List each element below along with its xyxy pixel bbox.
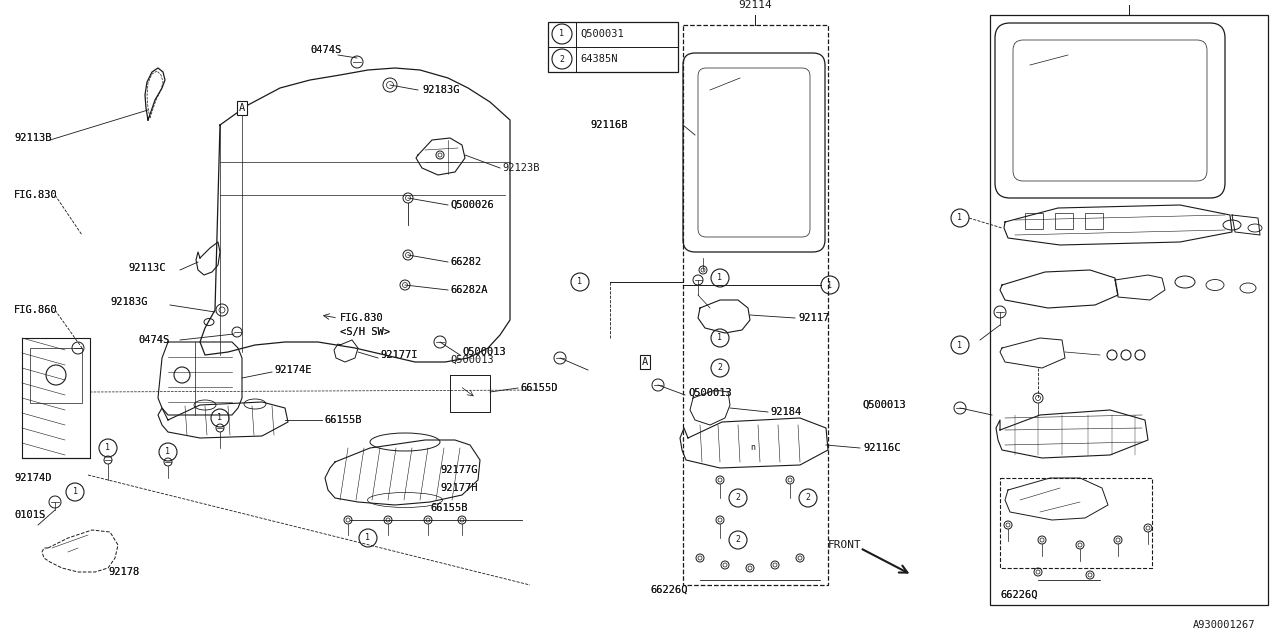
Text: Q500013: Q500013 [689, 388, 732, 398]
Text: n: n [750, 444, 755, 452]
Bar [22, 338, 90, 458]
Text: A: A [239, 103, 246, 113]
Bar [29, 348, 82, 403]
Text: 92184: 92184 [771, 407, 801, 417]
Text: FIG.830: FIG.830 [340, 313, 384, 323]
Text: 92117: 92117 [797, 313, 829, 323]
Text: 92113C: 92113C [128, 263, 165, 273]
Text: 92184: 92184 [771, 407, 801, 417]
Text: 92116B: 92116B [590, 120, 627, 130]
Text: Q500013: Q500013 [689, 388, 732, 398]
Text: 66155D: 66155D [520, 383, 558, 393]
Text: 92177I: 92177I [380, 350, 417, 360]
Text: 92183G: 92183G [422, 85, 460, 95]
Text: A930001267: A930001267 [1193, 620, 1254, 630]
Text: 92177G: 92177G [440, 465, 477, 475]
Text: Q500013: Q500013 [462, 347, 506, 357]
Text: 92113C: 92113C [128, 263, 165, 273]
Text: 1: 1 [718, 333, 722, 342]
Text: 0474S: 0474S [310, 45, 342, 55]
Text: FIG.860: FIG.860 [14, 305, 58, 315]
Text: 66155D: 66155D [520, 383, 558, 393]
Text: Q500026: Q500026 [451, 200, 494, 210]
Text: 2: 2 [736, 536, 741, 545]
Text: 1: 1 [366, 534, 370, 543]
Text: A: A [641, 357, 648, 367]
Text: FRONT: FRONT [828, 540, 861, 550]
Text: 92183G: 92183G [110, 297, 147, 307]
Text: Q500013: Q500013 [462, 347, 506, 357]
Text: 92117: 92117 [797, 313, 829, 323]
Text: 0474S: 0474S [138, 335, 169, 345]
Text: Q500026: Q500026 [451, 200, 494, 210]
Text: 2: 2 [718, 364, 722, 372]
Text: 66155B: 66155B [324, 415, 361, 425]
Text: 92113B: 92113B [14, 133, 51, 143]
Text: Q500013: Q500013 [861, 400, 906, 410]
Text: 92174D: 92174D [14, 473, 51, 483]
Text: 92177I: 92177I [380, 350, 417, 360]
Text: 1: 1 [827, 280, 832, 289]
Text: 66282A: 66282A [451, 285, 488, 295]
Text: FIG.830: FIG.830 [340, 313, 384, 323]
Text: 66226Q: 66226Q [650, 585, 687, 595]
Text: 92113B: 92113B [14, 133, 51, 143]
Text: 92116C: 92116C [863, 443, 901, 453]
Text: 66282A: 66282A [451, 285, 488, 295]
Text: 92116C: 92116C [863, 443, 901, 453]
Text: 66155B: 66155B [324, 415, 361, 425]
Text: 92183G: 92183G [110, 297, 147, 307]
Bar [1085, 213, 1103, 229]
Text: 1: 1 [559, 29, 564, 38]
Text: 66282: 66282 [451, 257, 481, 267]
Text: 2: 2 [559, 54, 564, 63]
Text: 92177H: 92177H [440, 483, 477, 493]
Text: 2: 2 [736, 493, 741, 502]
Bar [1025, 213, 1043, 229]
Bar [989, 15, 1268, 605]
Text: 2: 2 [805, 493, 810, 502]
Text: Q500031: Q500031 [580, 29, 623, 39]
Text: <S/H SW>: <S/H SW> [340, 327, 390, 337]
Text: 1: 1 [957, 214, 963, 223]
Bar [548, 22, 678, 72]
Text: 1: 1 [218, 413, 223, 422]
Bar [684, 25, 828, 585]
Text: FIG.830: FIG.830 [14, 190, 58, 200]
Text: 92174D: 92174D [14, 473, 51, 483]
Text: 0101S: 0101S [14, 510, 45, 520]
Text: 1: 1 [73, 488, 78, 497]
Text: 66226Q: 66226Q [650, 585, 687, 595]
Text: Q500013: Q500013 [861, 400, 906, 410]
Text: 92177H: 92177H [440, 483, 477, 493]
Text: 66282: 66282 [451, 257, 481, 267]
Text: Q500013: Q500013 [451, 355, 494, 365]
Text: 0101S: 0101S [14, 510, 45, 520]
Text: 1: 1 [957, 340, 963, 349]
Text: 92178: 92178 [108, 567, 140, 577]
Text: 64385N: 64385N [580, 54, 617, 64]
Text: FIG.830: FIG.830 [14, 190, 58, 200]
Text: 1: 1 [105, 444, 110, 452]
Text: 66155B: 66155B [430, 503, 467, 513]
Text: 1: 1 [577, 278, 582, 287]
Text: 92174E: 92174E [274, 365, 311, 375]
Text: 1: 1 [718, 273, 722, 282]
Text: 92177G: 92177G [440, 465, 477, 475]
Text: 92178: 92178 [108, 567, 140, 577]
Text: 66155B: 66155B [430, 503, 467, 513]
Text: 66226Q: 66226Q [1000, 590, 1038, 600]
Text: 92114: 92114 [739, 0, 772, 10]
Text: 1: 1 [165, 447, 170, 456]
Bar [1055, 213, 1073, 229]
Text: FIG.860: FIG.860 [14, 305, 58, 315]
Text: 92174E: 92174E [274, 365, 311, 375]
Text: 0474S: 0474S [310, 45, 342, 55]
Text: 92123B: 92123B [502, 163, 539, 173]
Text: 92116B: 92116B [590, 120, 627, 130]
Text: <S/H SW>: <S/H SW> [340, 327, 390, 337]
Text: 0474S: 0474S [138, 335, 169, 345]
Text: 66226Q: 66226Q [1000, 590, 1038, 600]
Text: 92183G: 92183G [422, 85, 460, 95]
